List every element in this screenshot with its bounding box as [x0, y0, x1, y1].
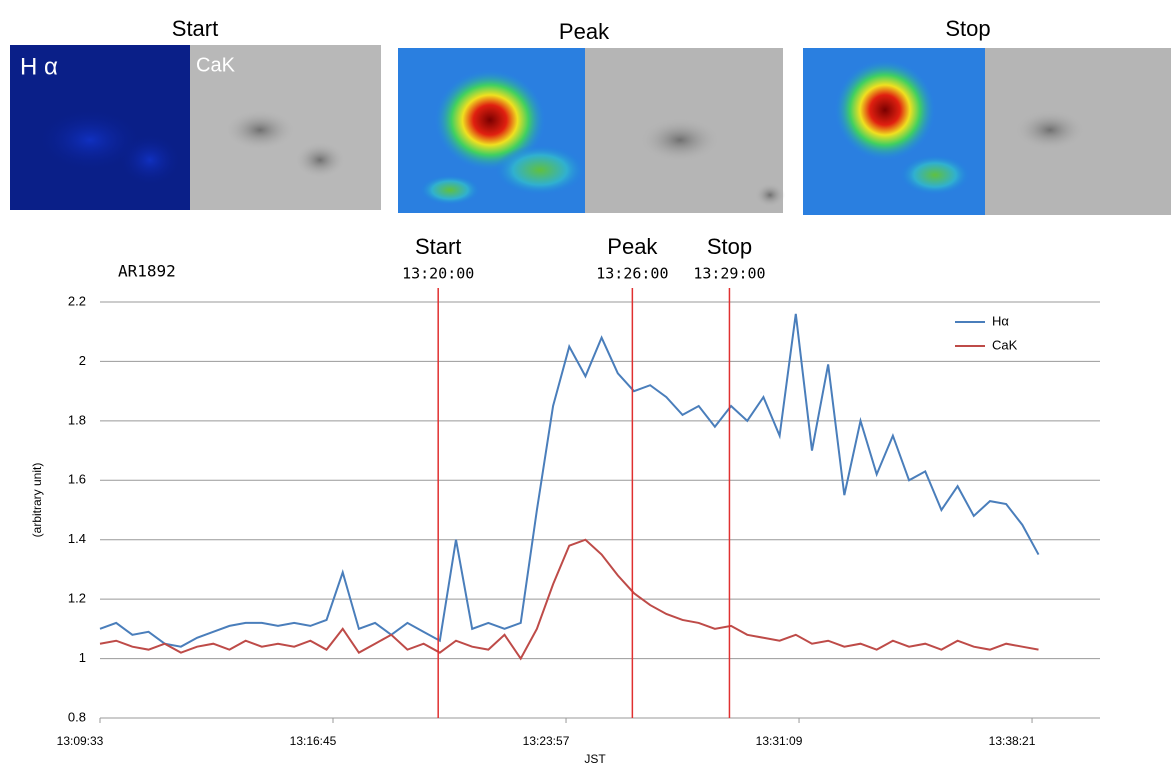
event-time: 13:29:00 [693, 265, 765, 283]
y-tick-label: 0.8 [68, 709, 86, 724]
y-tick-label: 1.8 [68, 412, 86, 427]
panel-label: H α [20, 53, 58, 80]
x-axis-label: JST [584, 752, 606, 766]
image-label: Peak [559, 19, 610, 44]
y-tick-label: 2.2 [68, 293, 86, 308]
legend-label: Hα [992, 313, 1009, 328]
image-stop [803, 48, 1171, 215]
y-tick-label: 2 [79, 353, 86, 368]
image-label: Start [172, 16, 218, 41]
panel-label: CaK [196, 54, 236, 76]
y-tick-label: 1.6 [68, 472, 86, 487]
figure: H α CaK Start Peak Stop AR1892 JST (arbi… [0, 0, 1171, 769]
event-label: Start [415, 234, 461, 259]
y-tick-label: 1 [79, 650, 86, 665]
page: H α CaK Start Peak Stop AR1892 JST (arbi… [0, 0, 1171, 769]
y-tick-label: 1.2 [68, 591, 86, 606]
y-tick-label: 1.4 [68, 531, 86, 546]
event-label: Peak [607, 234, 658, 259]
x-tick-label: 13:09:33 [57, 734, 104, 748]
image-label: Stop [945, 16, 990, 41]
event-label: Stop [707, 234, 752, 259]
event-time: 13:20:00 [402, 265, 474, 283]
legend-label: CaK [992, 337, 1018, 352]
y-axis-label: (arbitrary unit) [30, 463, 44, 538]
x-tick-label: 13:23:57 [523, 734, 570, 748]
chart-title: AR1892 [118, 262, 176, 281]
event-time: 13:26:00 [596, 265, 668, 283]
x-tick-label: 13:16:45 [290, 734, 337, 748]
image-peak [398, 48, 785, 213]
x-tick-label: 13:31:09 [756, 734, 803, 748]
x-tick-label: 13:38:21 [989, 734, 1036, 748]
